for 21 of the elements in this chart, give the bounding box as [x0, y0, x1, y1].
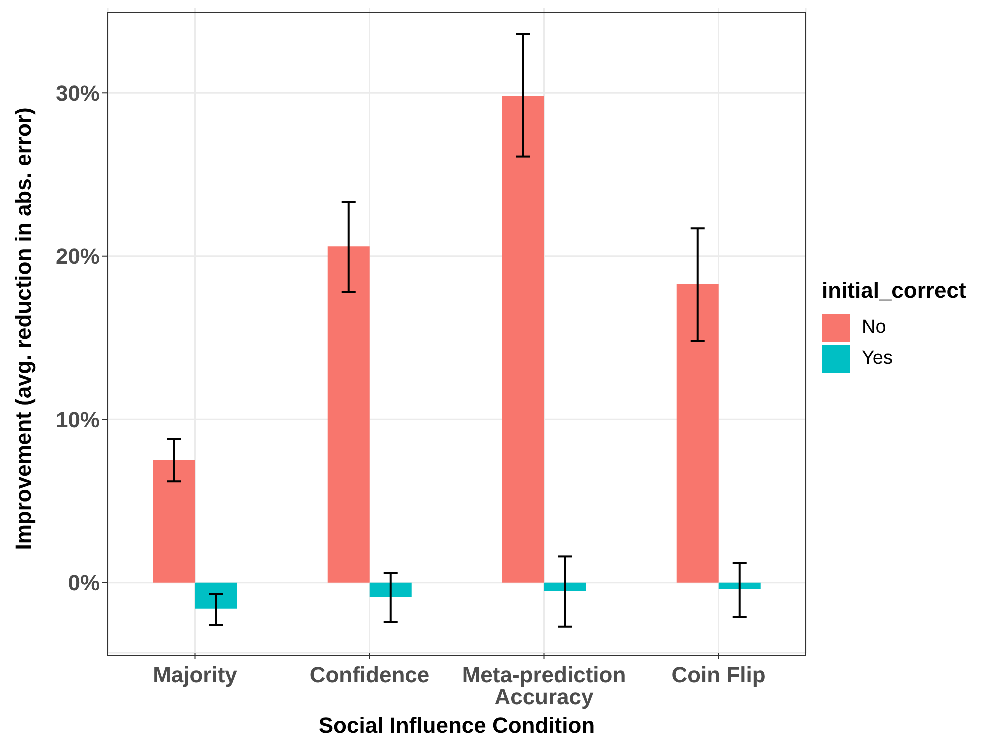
y-axis-title: Improvement (avg. reduction in abs. error) [10, 108, 36, 550]
y-tick-label: 30% [56, 80, 100, 106]
bar [328, 246, 370, 583]
bar [195, 582, 238, 609]
x-tick-label: Meta-prediction Accuracy [462, 662, 626, 710]
x-tick-label: Coin Flip [672, 662, 766, 688]
bar [544, 582, 586, 591]
x-axis-title: Social Influence Condition [318, 713, 596, 737]
bar [718, 582, 761, 590]
bar [370, 582, 412, 598]
bar [153, 460, 196, 583]
legend-label: Yes [862, 348, 893, 370]
y-tick-label: 0% [68, 570, 100, 596]
x-tick-label: Confidence [310, 662, 430, 688]
x-tick-label: Majority [153, 662, 238, 688]
y-tick-label: 10% [56, 407, 100, 432]
bar [676, 284, 719, 583]
bar [502, 96, 544, 583]
legend-title: initial_correct [822, 278, 966, 304]
y-tick-label: 20% [56, 244, 100, 270]
legend-label: No [862, 316, 886, 338]
